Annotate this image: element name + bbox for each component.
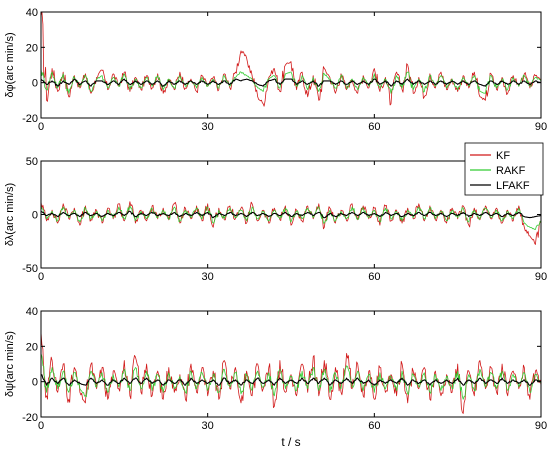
series-group bbox=[41, 12, 541, 107]
legend-label-rakf: RAKF bbox=[496, 165, 526, 177]
plot-frame bbox=[40, 310, 542, 418]
x-tick-label: 60 bbox=[368, 121, 380, 133]
y-tick-label: 40 bbox=[26, 7, 38, 19]
x-axis-label: t / s bbox=[281, 435, 300, 449]
y-tick-label: 0 bbox=[32, 78, 38, 90]
y-tick-label: 40 bbox=[26, 306, 38, 318]
x-tick-label: 90 bbox=[535, 271, 547, 283]
series-line-lfakf bbox=[41, 78, 541, 87]
y-tick-label: -20 bbox=[22, 113, 38, 125]
x-tick-label: 0 bbox=[38, 121, 44, 133]
x-tick-label: 90 bbox=[535, 121, 547, 133]
x-tick-label: 30 bbox=[202, 121, 214, 133]
y-tick-label: 0 bbox=[32, 377, 38, 389]
y-tick-label: 20 bbox=[26, 341, 38, 353]
series-line-lfakf bbox=[41, 210, 541, 219]
y-axis-label: δψ(arc min/s) bbox=[4, 331, 16, 397]
y-tick-label: 20 bbox=[26, 42, 38, 54]
legend: KF RAKF LFAKF bbox=[464, 142, 544, 196]
plot-frame bbox=[40, 11, 542, 119]
y-tick-label: -20 bbox=[22, 412, 38, 424]
x-tick-label: 0 bbox=[38, 271, 44, 283]
series-line-kf bbox=[41, 332, 541, 414]
x-tick-label: 60 bbox=[368, 420, 380, 432]
x-tick-label: 30 bbox=[202, 271, 214, 283]
series-line-kf bbox=[41, 201, 541, 245]
legend-label-kf: KF bbox=[496, 150, 510, 162]
y-axis-label: δλ(arc min/s) bbox=[4, 183, 16, 246]
series-line-kf bbox=[41, 12, 541, 107]
series-line-rakf bbox=[41, 205, 541, 230]
y-tick-label: 0 bbox=[32, 210, 38, 222]
x-tick-label: 30 bbox=[202, 420, 214, 432]
y-axis-label: δφ(arc min/s) bbox=[4, 32, 16, 97]
x-tick-label: 90 bbox=[535, 420, 547, 432]
y-tick-label: 50 bbox=[26, 156, 38, 168]
y-tick-label: -50 bbox=[22, 263, 38, 275]
series-line-rakf bbox=[41, 68, 541, 94]
series-group bbox=[41, 332, 541, 414]
plot-area bbox=[40, 310, 542, 418]
series-line-rakf bbox=[41, 353, 541, 400]
plot-area bbox=[40, 160, 542, 269]
series-group bbox=[41, 201, 541, 245]
legend-box bbox=[464, 142, 544, 196]
x-tick-label: 0 bbox=[38, 420, 44, 432]
legend-label-lfakf: LFAKF bbox=[496, 180, 530, 192]
series-line-lfakf bbox=[41, 374, 541, 386]
x-tick-label: 60 bbox=[368, 271, 380, 283]
